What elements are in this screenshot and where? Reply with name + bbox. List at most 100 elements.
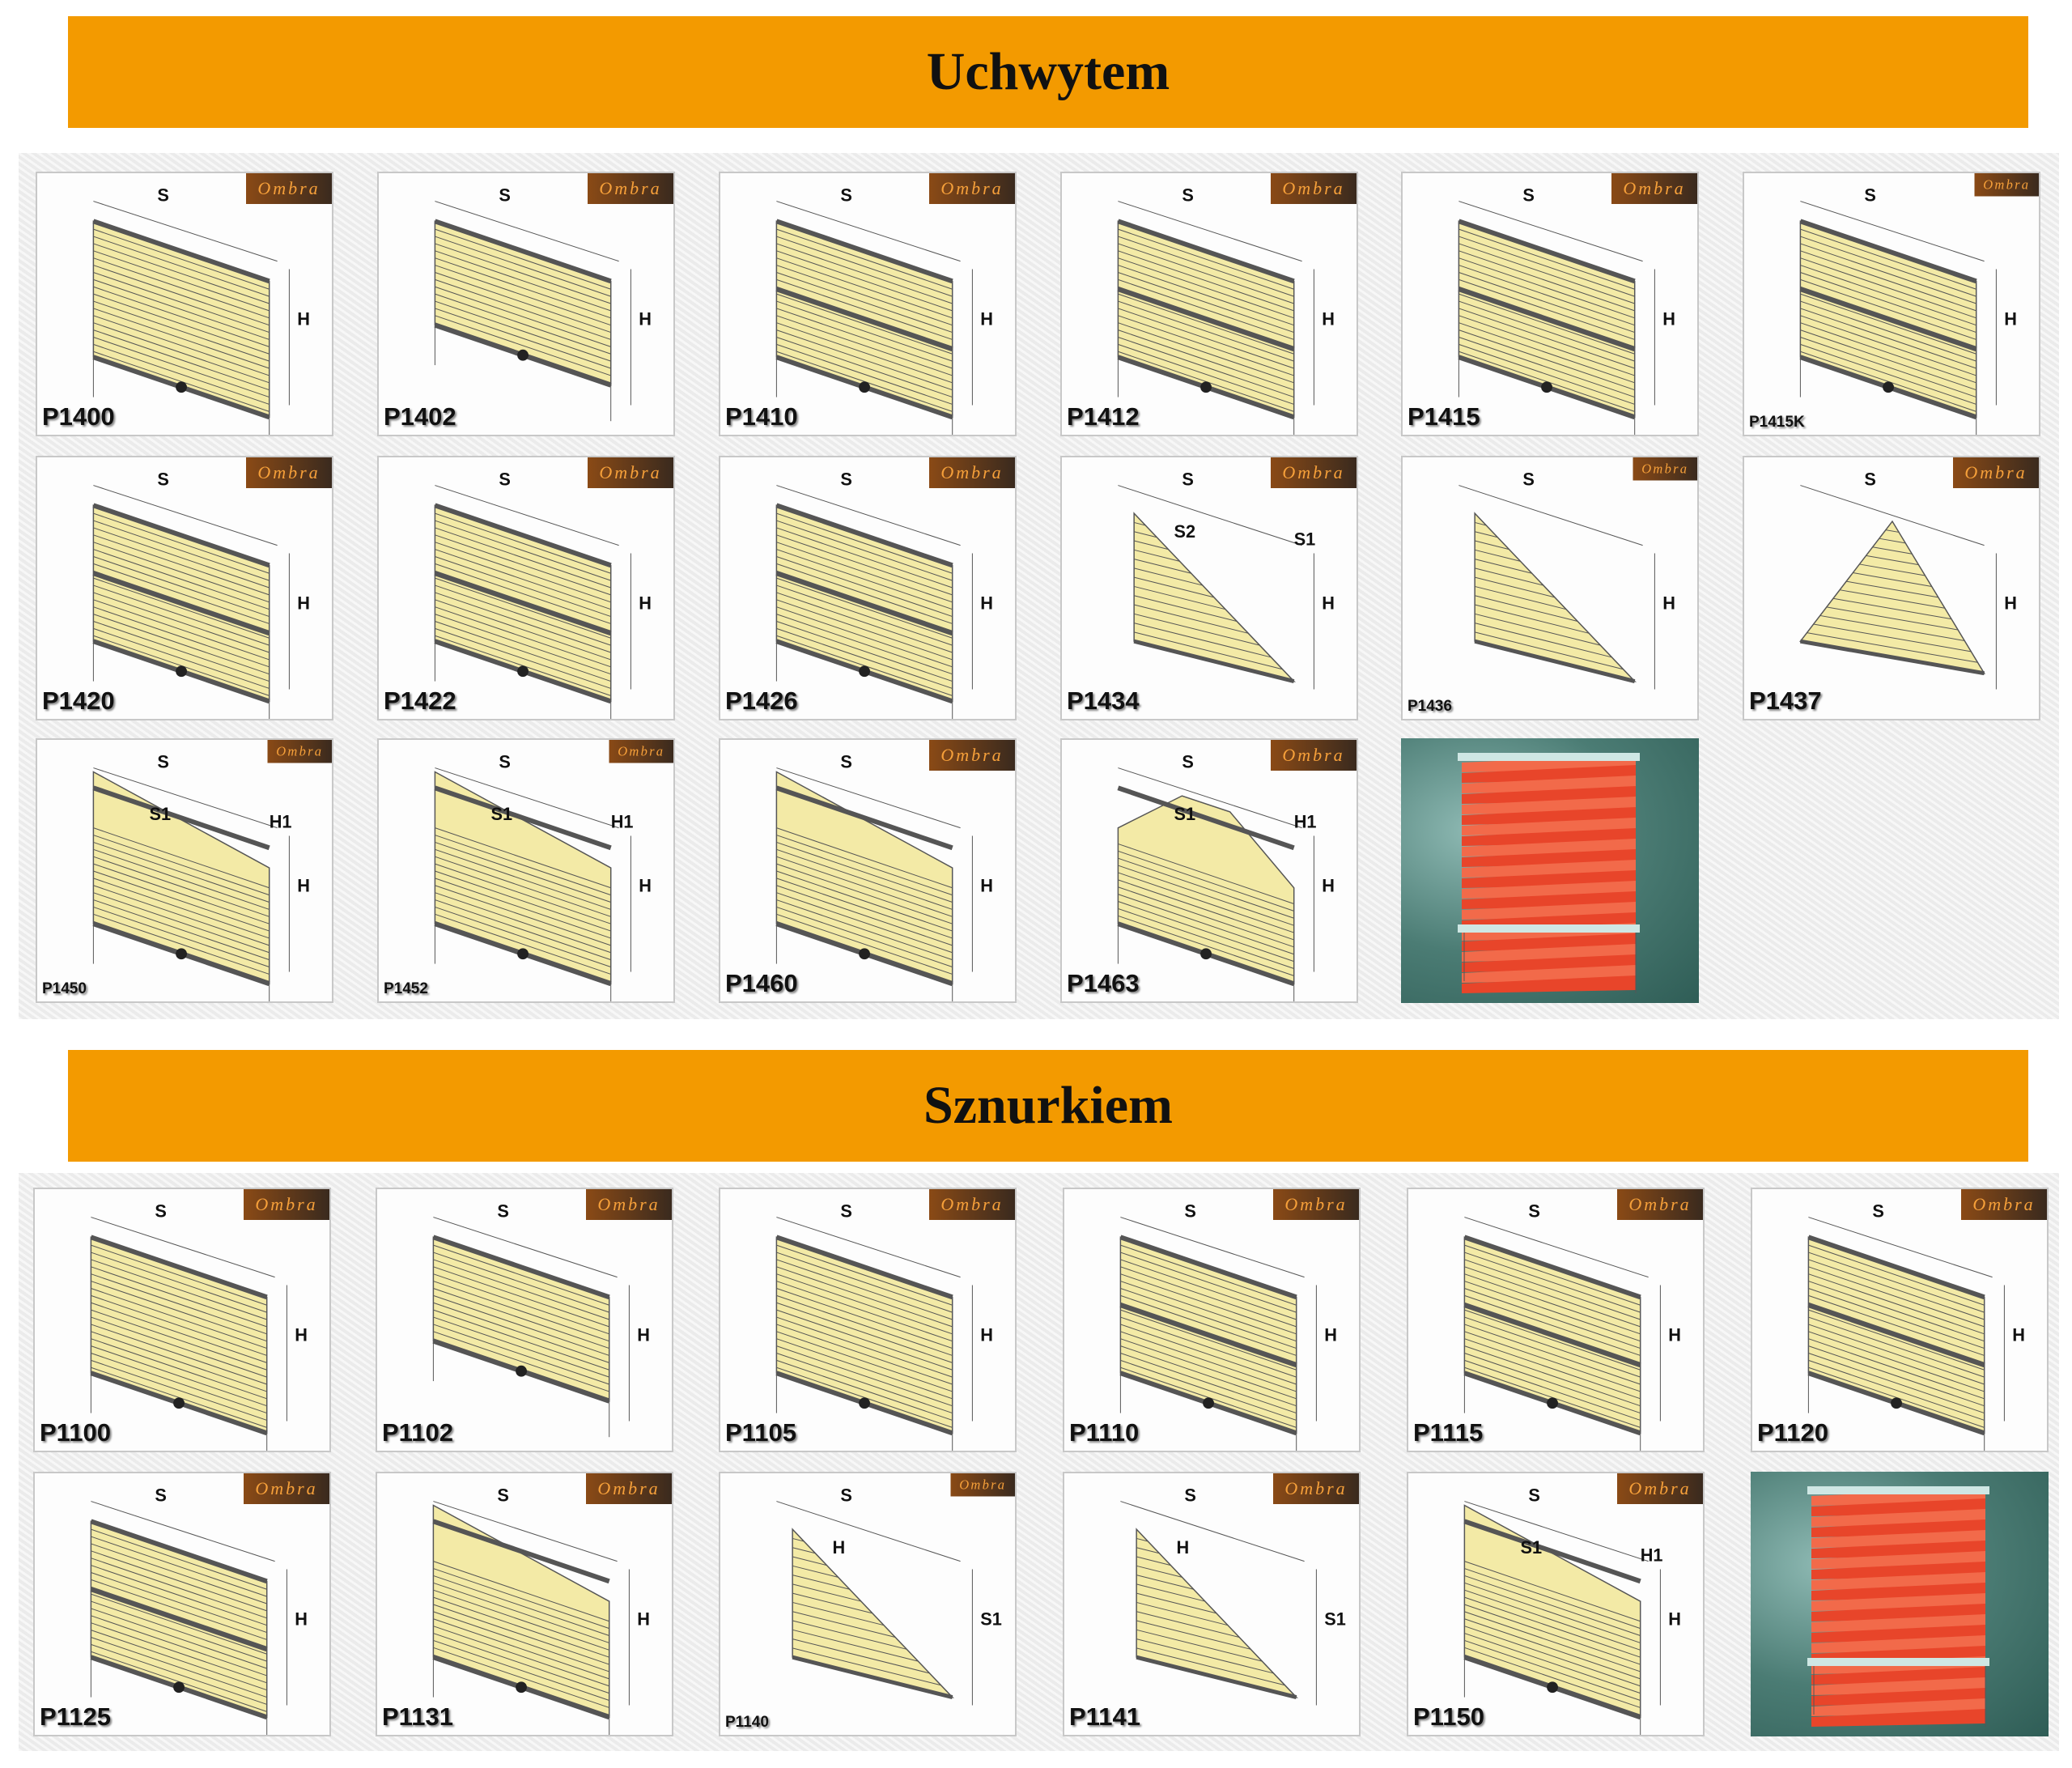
pleat-line	[1118, 265, 1294, 326]
product-tile[interactable]: S H S1 H1 Ombra P1150	[1407, 1472, 1705, 1736]
pleat-line	[93, 878, 270, 939]
product-tile[interactable]: S H Ombra P1415K	[1743, 172, 2040, 436]
dimension-label: H	[1322, 593, 1335, 614]
middle-rail	[1119, 1303, 1297, 1368]
pleat-line	[91, 1550, 267, 1612]
pleat-line	[433, 1302, 609, 1363]
ombra-logo: Ombra	[1953, 457, 2039, 488]
product-tile[interactable]: S H S1 H1 Ombra P1463	[1060, 738, 1358, 1003]
dimension-label: S1	[980, 1609, 1002, 1630]
top-rail	[775, 1235, 953, 1300]
product-tile[interactable]: S H Ombra P1426	[719, 456, 1017, 720]
pleat-line	[1475, 567, 1543, 586]
product-tile[interactable]: S H Ombra P1400	[36, 172, 333, 436]
product-tile[interactable]: S H Ombra P1105	[719, 1188, 1017, 1452]
pleat-line	[776, 577, 953, 639]
pleat-line	[776, 1345, 953, 1407]
product-tile[interactable]: S H Ombra P1110	[1063, 1188, 1361, 1452]
pleat-line	[1118, 315, 1294, 376]
product-tile[interactable]: S S1 H Ombra P1141	[1063, 1472, 1361, 1736]
blind-fabric	[1474, 512, 1637, 682]
pleat-line	[1118, 894, 1294, 955]
pleat-line	[1458, 337, 1635, 398]
pleat-line	[435, 257, 611, 319]
product-tile[interactable]: S H Ombra P1420	[36, 456, 333, 720]
pleat-line	[91, 1288, 267, 1349]
pleat-line	[93, 621, 270, 682]
pleat-line	[1458, 300, 1635, 362]
product-photo[interactable]	[1751, 1472, 2049, 1736]
pleat-line	[1458, 315, 1635, 376]
product-tile[interactable]: S H Ombra P1422	[377, 456, 675, 720]
dimension-label: S	[840, 1485, 852, 1506]
pleat-line	[91, 1593, 267, 1655]
product-code: P1120	[1757, 1418, 1828, 1447]
product-tile[interactable]: S H Ombra P1410	[719, 172, 1017, 436]
pleat-line	[1464, 1561, 1641, 1622]
top-rail	[434, 503, 612, 568]
pleat-line	[1464, 1575, 1641, 1636]
pleat-line	[1464, 1589, 1641, 1651]
dimension-label: S	[497, 1485, 509, 1506]
pleat-line	[776, 228, 953, 290]
ombra-logo: Ombra	[1273, 1189, 1359, 1220]
pleat-line	[435, 286, 611, 347]
top-rail	[432, 1519, 610, 1584]
product-tile[interactable]: S H Ombra P1437	[1743, 456, 2040, 720]
pleat-line	[433, 1252, 609, 1313]
pleat-line	[435, 300, 611, 362]
section-banner: Uchwytem	[68, 16, 2028, 128]
pleat-line	[435, 621, 611, 682]
product-tile[interactable]: S H Ombra P1131	[376, 1472, 673, 1736]
pleat-line	[1458, 329, 1635, 391]
top-rail	[1119, 1235, 1297, 1300]
dimension-label: S	[840, 185, 852, 206]
product-tile[interactable]: S H Ombra P1415	[1401, 172, 1699, 436]
dimension-line-s	[1118, 485, 1302, 546]
top-rail	[1458, 753, 1640, 761]
pleat-line	[1118, 300, 1294, 362]
pleat-line	[776, 599, 953, 661]
product-tile[interactable]: S S1 H Ombra P1140	[719, 1472, 1017, 1736]
pleat-line	[1136, 1601, 1229, 1626]
pleat-line	[433, 1582, 609, 1643]
ombra-logo: Ombra	[1974, 173, 2039, 197]
product-photo[interactable]	[1401, 738, 1699, 1003]
pleat-line	[1118, 879, 1294, 941]
pleat-line	[792, 1565, 839, 1578]
ombra-logo: Ombra	[1617, 1473, 1703, 1504]
dimension-line-s	[1800, 485, 1985, 546]
product-tile[interactable]: S H Ombra P1412	[1060, 172, 1358, 436]
blind-diagram: S H S1 H1	[1117, 752, 1335, 1001]
product-tile[interactable]: S H Ombra P1125	[33, 1472, 331, 1736]
pleat-line	[792, 1583, 861, 1602]
pleat-line	[776, 534, 953, 596]
product-tile[interactable]: S H Ombra P1436	[1401, 456, 1699, 720]
pleat-line	[1464, 1596, 1641, 1658]
product-tile[interactable]: S H S1 H1 Ombra P1452	[377, 738, 675, 1003]
pleat-line	[776, 1324, 953, 1385]
pleat-line	[792, 1547, 816, 1554]
pleat-line	[1118, 329, 1294, 391]
dimension-label: S	[1182, 752, 1194, 772]
pleat-line	[1134, 576, 1215, 598]
top-rail	[1117, 785, 1295, 851]
product-tile[interactable]: S H Ombra P1102	[376, 1188, 673, 1452]
pleat-line	[776, 542, 953, 603]
pleat-line	[91, 1345, 267, 1407]
product-tile[interactable]: S H Ombra P1402	[377, 172, 675, 436]
product-tile[interactable]: S H Ombra P1115	[1407, 1188, 1705, 1452]
pleat-line	[93, 265, 270, 326]
product-tile[interactable]: S H Ombra P1120	[1751, 1188, 2049, 1452]
blind-fabric	[1133, 512, 1297, 682]
top-rail	[434, 219, 612, 284]
product-tile[interactable]: S H Ombra P1460	[719, 738, 1017, 1003]
pleat-line	[91, 1244, 267, 1306]
product-tile[interactable]: S H Ombra P1100	[33, 1188, 331, 1452]
pleat-line	[1120, 1324, 1297, 1385]
product-tile[interactable]: S H S2 S1 Ombra P1434	[1060, 456, 1358, 720]
blind-diagram: SH	[1458, 185, 1675, 435]
pleat-line	[1475, 576, 1556, 598]
product-tile[interactable]: S H S1 H1 Ombra P1450	[36, 738, 333, 1003]
pleat-line	[776, 337, 953, 398]
